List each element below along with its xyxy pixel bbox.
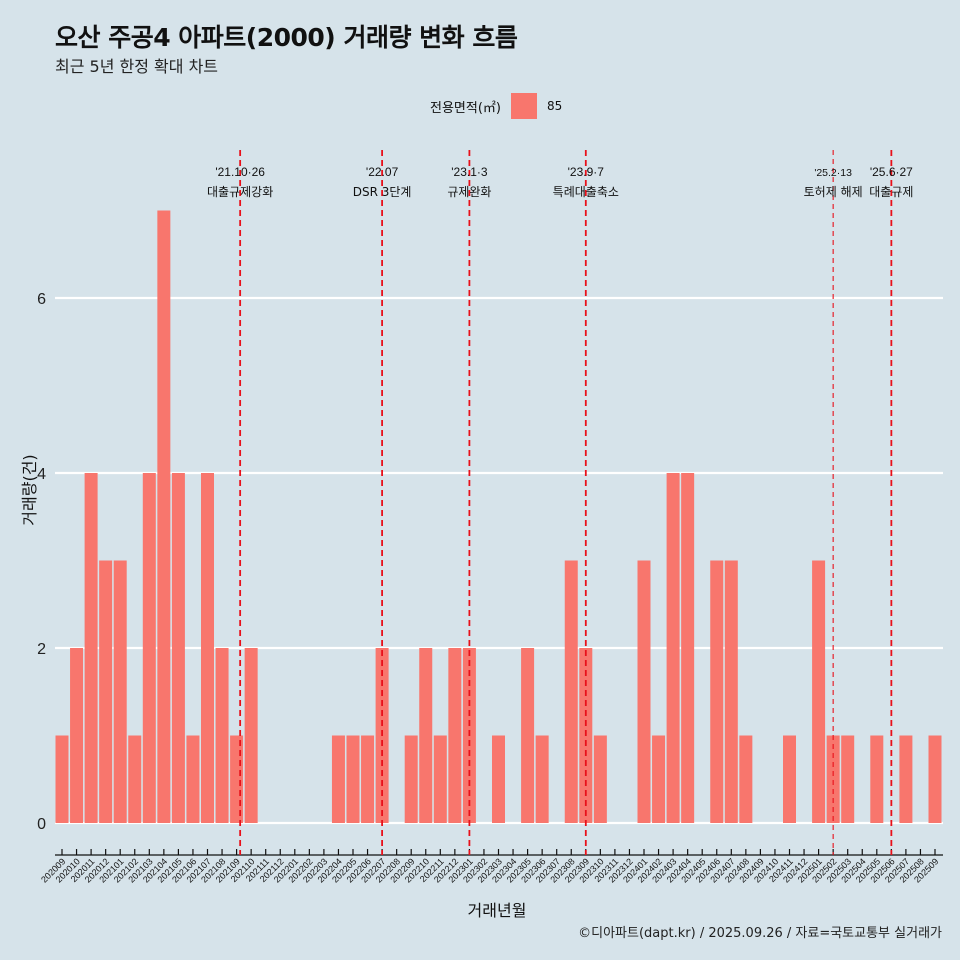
bar: [99, 560, 113, 823]
bar: [448, 648, 462, 823]
x-axis-label: 거래년월: [467, 901, 527, 920]
bar: [535, 735, 549, 823]
bar: [230, 735, 244, 823]
chart-subtitle: 최근 5년 한정 확대 차트: [55, 57, 219, 76]
bar: [521, 648, 535, 823]
bar: [666, 473, 680, 823]
y-tick-label: 6: [37, 291, 46, 308]
y-tick-label: 4: [37, 466, 46, 483]
bar: [826, 735, 840, 823]
bar: [201, 473, 214, 823]
bar: [244, 648, 258, 823]
bar: [433, 735, 447, 823]
bar: [681, 473, 695, 823]
bar: [70, 648, 84, 823]
bar: [637, 560, 651, 823]
event-date: '25.2·13: [814, 167, 852, 179]
bar: [652, 735, 666, 823]
bar: [870, 735, 884, 823]
event-date: '22.07: [366, 165, 399, 179]
caption: ©디아파트(dapt.kr) / 2025.09.26 / 자료=국토교통부 실…: [578, 926, 942, 941]
event-date: '23.1·3: [451, 165, 488, 179]
bar: [84, 473, 98, 823]
y-tick-label: 0: [37, 816, 46, 833]
event-label: 특례대출축소: [553, 185, 619, 199]
bar: [419, 648, 433, 823]
bar: [346, 735, 360, 823]
bar: [593, 735, 607, 823]
bar: [783, 735, 796, 823]
event-date: '21.10·26: [215, 165, 265, 179]
legend-title: 전용면적(㎡): [430, 100, 501, 116]
bar: [899, 735, 913, 823]
bar: [928, 735, 942, 823]
y-axis-label: 거래량(건): [20, 454, 39, 526]
event-label: 토허제 해제: [804, 185, 863, 199]
bar: [812, 560, 826, 823]
legend: 전용면적(㎡) 85: [430, 93, 562, 119]
event-date: '25.6·27: [870, 165, 913, 179]
legend-swatch: [510, 93, 537, 119]
bar: [361, 735, 375, 823]
bar: [492, 735, 505, 823]
bar: [331, 735, 345, 823]
bar: [841, 735, 855, 823]
bar: [142, 473, 156, 823]
bar: [404, 735, 418, 823]
bar: [113, 560, 127, 823]
bar: [564, 560, 578, 823]
legend-label: 85: [546, 99, 563, 113]
bar: [724, 560, 738, 823]
chart-title: 오산 주공4 아파트(2000) 거래량 변화 흐름: [55, 23, 518, 52]
event-label: 규제완화: [447, 185, 491, 199]
event-label: DSR 3단계: [353, 185, 412, 199]
event-date: '23.9·7: [568, 165, 605, 179]
bar: [128, 735, 142, 823]
bar: [186, 735, 200, 823]
bar: [710, 560, 724, 823]
event-label: 대출규제: [869, 185, 913, 199]
bar: [739, 735, 753, 823]
y-tick-label: 2: [37, 641, 46, 658]
bar: [171, 473, 185, 823]
event-label: 대출규제강화: [207, 185, 273, 199]
bar: [55, 735, 69, 823]
bar: [215, 648, 229, 823]
bar: [157, 210, 171, 823]
